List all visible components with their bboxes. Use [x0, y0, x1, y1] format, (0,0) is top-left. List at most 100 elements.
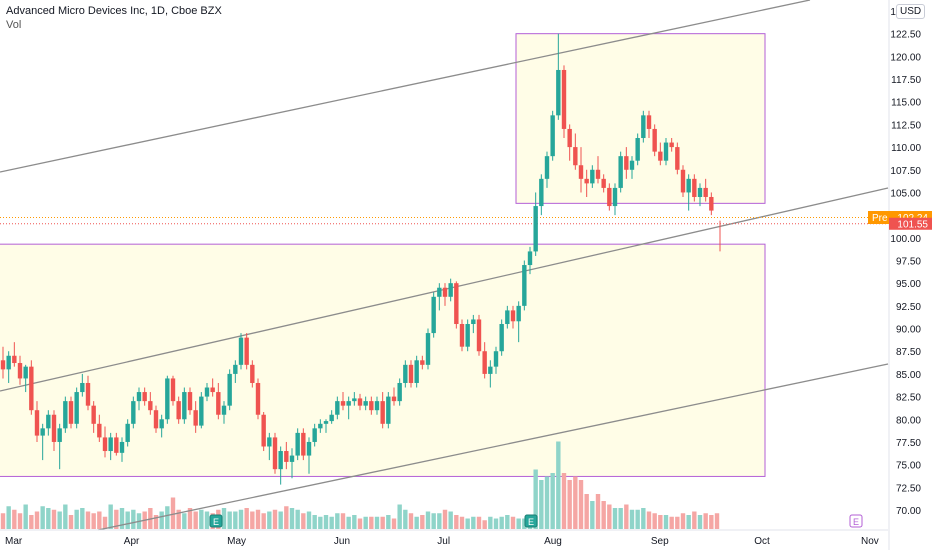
candle-body	[550, 115, 555, 157]
volume-bar	[51, 509, 57, 529]
earnings-marker[interactable]: E	[209, 514, 223, 528]
volume-bar	[125, 511, 130, 529]
x-tick-label: May	[227, 536, 246, 547]
earnings-label: E	[528, 517, 534, 527]
candle-body	[17, 363, 23, 379]
volume-bar	[397, 504, 402, 529]
volume-bar	[442, 509, 448, 529]
volume-bar	[488, 516, 493, 529]
currency-label[interactable]: USD	[896, 4, 926, 19]
volume-bar	[204, 511, 210, 529]
x-tick-label: Apr	[124, 536, 140, 547]
candle-body	[221, 405, 227, 415]
candle-body	[255, 382, 261, 415]
volume-bar	[187, 508, 193, 529]
volume-bar	[34, 511, 40, 529]
volume-bar	[567, 480, 572, 529]
candle-body	[352, 398, 357, 402]
volume-bar	[680, 513, 686, 529]
volume-bar	[250, 511, 255, 529]
volume-bar	[482, 520, 487, 529]
candle-body	[652, 128, 657, 152]
candle-body	[233, 364, 238, 374]
volume-bar	[85, 511, 91, 529]
highlight-box	[515, 33, 766, 204]
y-tick-label: 80.00	[896, 415, 921, 426]
candle-body	[386, 396, 391, 424]
y-tick-label: 95.00	[896, 279, 921, 290]
volume-bar	[459, 516, 465, 529]
candle-body	[250, 364, 255, 383]
volume-bar	[29, 515, 34, 529]
y-tick-label: 117.50	[891, 75, 921, 86]
candle-body	[63, 401, 68, 429]
volume-bar	[618, 508, 623, 529]
candle-body	[692, 178, 697, 197]
volume-bar	[165, 506, 170, 529]
y-tick-label: 120.00	[890, 52, 921, 63]
volume-bar	[499, 516, 504, 529]
candle-body	[153, 410, 159, 429]
candle-body	[46, 414, 51, 429]
volume-bar	[153, 515, 159, 529]
volume-bar	[697, 515, 703, 529]
candle-body	[669, 142, 674, 148]
volume-bar	[635, 509, 640, 529]
candle-body	[40, 428, 45, 436]
candle-body	[629, 160, 635, 170]
volume-bar	[46, 508, 51, 529]
x-tick-label: Mar	[5, 536, 23, 547]
candle-body	[709, 196, 714, 211]
volume-bar	[159, 511, 164, 529]
candle-body	[618, 156, 623, 188]
candle-body	[488, 366, 493, 374]
y-tick-label: 112.50	[891, 120, 921, 131]
candle-body	[533, 206, 538, 252]
volume-bar	[663, 515, 669, 529]
y-tick-label: 115.00	[891, 98, 921, 109]
candle-body	[663, 142, 669, 161]
volume-bar	[505, 515, 510, 529]
candle-body	[329, 414, 334, 422]
volume-bar	[352, 515, 357, 529]
candle-body	[176, 401, 181, 420]
volume-bar	[170, 497, 176, 529]
volume-bar	[272, 509, 278, 529]
candle-body	[675, 147, 680, 170]
volume-bar	[278, 511, 283, 529]
volume-bar	[74, 509, 79, 529]
volume-bar	[363, 516, 368, 529]
candle-body	[646, 115, 652, 129]
earnings-marker[interactable]: E	[849, 514, 863, 528]
candle-body	[97, 423, 102, 438]
earnings-marker[interactable]: E	[524, 514, 538, 528]
volume-bar	[493, 518, 499, 529]
candle-body	[148, 401, 153, 411]
candle-body	[318, 423, 323, 429]
volume-bar	[227, 511, 232, 529]
candle-body	[34, 410, 40, 436]
y-tick-label: 105.00	[890, 188, 921, 199]
x-tick-label: Nov	[861, 536, 879, 547]
candle-body	[119, 441, 125, 453]
candle-body	[516, 305, 521, 322]
candle-body	[170, 378, 176, 402]
volume-bar	[669, 516, 674, 529]
y-tick-label: 100.00	[890, 234, 921, 245]
candle-body	[414, 360, 419, 383]
earnings-label: E	[853, 517, 859, 527]
volume-bar	[578, 480, 584, 529]
volume-bar	[6, 506, 11, 529]
candle-body	[522, 265, 527, 306]
candle-body	[102, 437, 108, 452]
volume-bar	[108, 504, 113, 529]
candle-body	[584, 178, 589, 184]
candle-body	[697, 187, 703, 197]
volume-bar	[323, 515, 329, 529]
candle-body	[238, 337, 244, 365]
volume-bar	[703, 513, 708, 529]
candle-body	[641, 115, 646, 139]
volume-bar	[176, 509, 181, 529]
candle-body	[539, 178, 544, 207]
